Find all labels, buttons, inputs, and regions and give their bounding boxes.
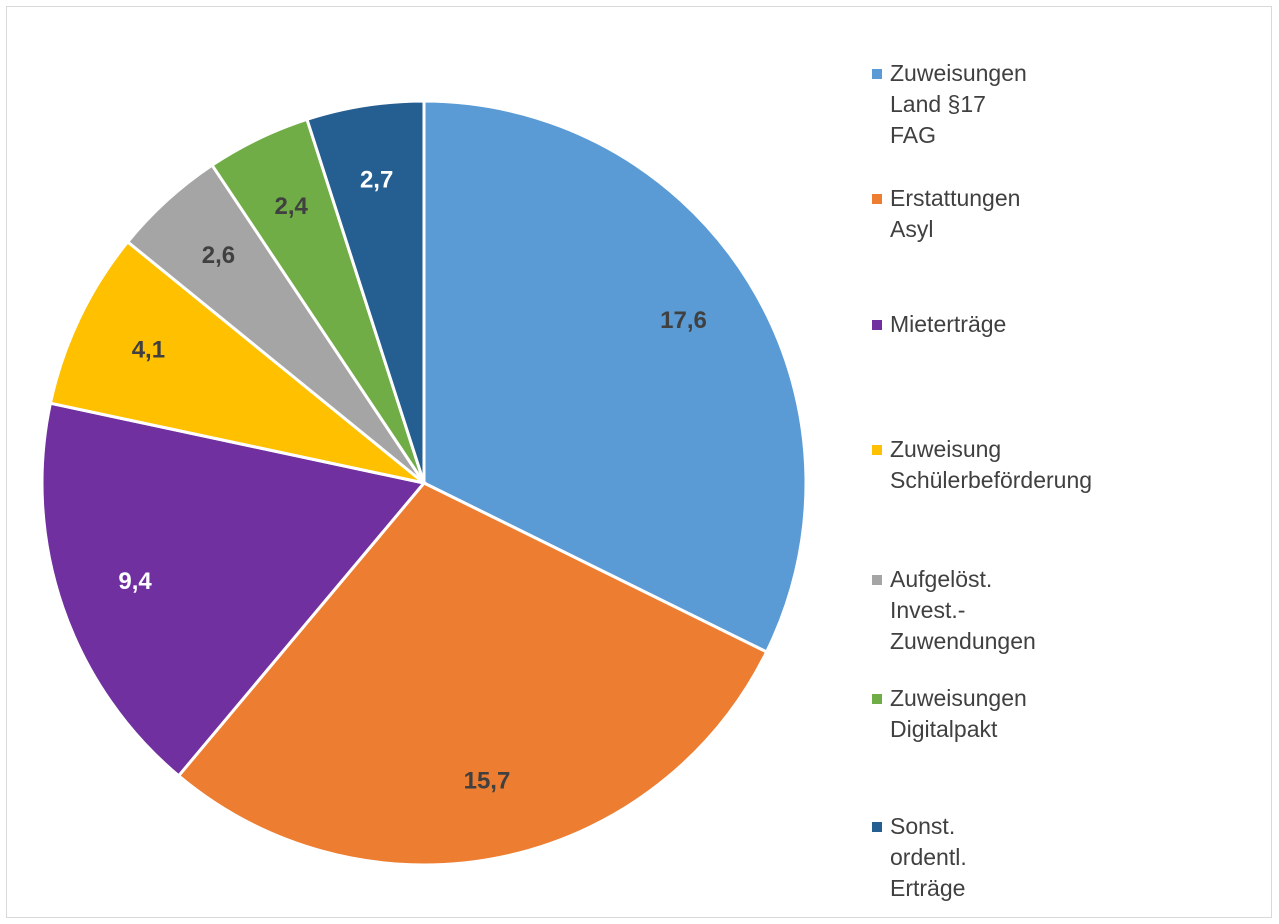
data-label: 4,1: [132, 336, 165, 363]
legend-label: Sonst. ordentl. Erträge: [890, 813, 967, 901]
pie-slice: [305, 99, 426, 484]
data-label: 9,4: [118, 568, 152, 595]
legend-swatch: [872, 445, 882, 455]
pie-slice: [422, 99, 808, 655]
legend-swatch: [872, 194, 882, 204]
chart-frame: [6, 6, 1272, 918]
legend-label: Aufgelöst. Invest.- Zuwendungen: [890, 566, 1036, 654]
legend-entry: Zuweisungen Land §17 FAG: [872, 58, 1027, 151]
legend-entry: Erstattungen Asyl: [872, 183, 1020, 245]
legend-entry: Mieterträge: [872, 309, 1006, 340]
legend-label: Erstattungen Asyl: [890, 185, 1021, 242]
pie-slice: [40, 401, 427, 778]
legend-label: Mieterträge: [890, 311, 1007, 337]
legend-swatch: [872, 575, 882, 585]
legend-swatch: [872, 69, 882, 79]
legend-entry: Zuweisungen Digitalpakt: [872, 683, 1027, 745]
data-label: 2,6: [202, 242, 235, 269]
legend-label: Zuweisungen Digitalpakt: [890, 685, 1027, 742]
legend-swatch: [872, 822, 882, 832]
legend-swatch: [872, 320, 882, 330]
pie-slice: [176, 481, 769, 867]
legend-label: Zuweisung Schülerbeförderung: [890, 436, 1093, 493]
legend-entry: Aufgelöst. Invest.- Zuwendungen: [872, 564, 1036, 657]
data-label: 2,4: [274, 193, 308, 220]
legend-entry: Zuweisung Schülerbeförderung: [872, 434, 1092, 496]
data-label: 2,7: [360, 166, 393, 193]
data-label: 15,7: [464, 767, 511, 794]
pie-slice: [48, 239, 425, 485]
data-label: 17,6: [660, 307, 707, 334]
legend-entry: Sonst. ordentl. Erträge: [872, 811, 967, 904]
legend-label: Zuweisungen Land §17 FAG: [890, 60, 1027, 148]
legend-swatch: [872, 694, 882, 704]
